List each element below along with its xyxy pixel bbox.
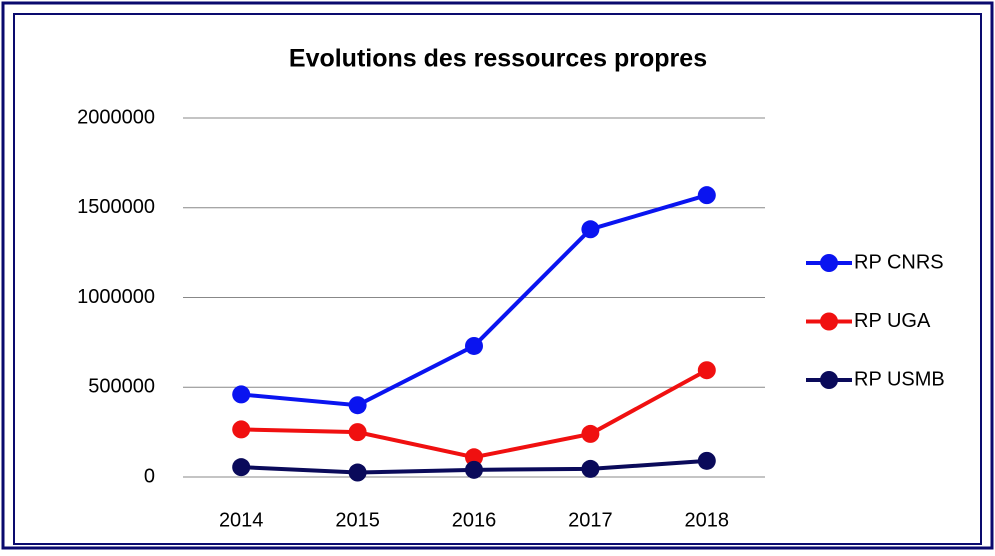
x-tick-label: 2015 [335, 509, 380, 531]
data-point [465, 448, 483, 467]
data-point [232, 458, 251, 477]
data-point [465, 460, 483, 479]
x-tick-label: 2018 [685, 509, 730, 531]
x-tick-label: 2016 [452, 509, 497, 531]
legend-label: RP UGA [854, 310, 931, 332]
data-point [348, 396, 367, 415]
y-tick-label: 1500000 [77, 196, 155, 218]
y-tick-label: 500000 [88, 376, 155, 398]
data-point [232, 385, 251, 404]
inner-frame [13, 13, 982, 545]
legend-marker [820, 371, 838, 389]
legend-marker [820, 312, 838, 331]
legend-label: RP USMB [854, 368, 945, 390]
data-point [232, 420, 251, 439]
data-point [581, 220, 600, 239]
legend-label: RP CNRS [854, 251, 944, 273]
legend-marker [820, 254, 838, 272]
data-point [348, 463, 367, 482]
data-point [697, 186, 716, 205]
data-point [465, 336, 483, 355]
data-point [697, 451, 716, 470]
y-tick-label: 2000000 [77, 106, 155, 128]
x-tick-label: 2014 [219, 509, 264, 531]
x-tick-label: 2017 [568, 509, 613, 531]
data-point [581, 459, 600, 478]
y-tick-label: 1000000 [77, 286, 155, 308]
y-tick-label: 0 [144, 465, 155, 487]
data-point [348, 423, 367, 442]
data-point [581, 424, 600, 443]
data-point [697, 361, 716, 380]
chart-title: Evolutions des ressources propres [289, 45, 707, 73]
